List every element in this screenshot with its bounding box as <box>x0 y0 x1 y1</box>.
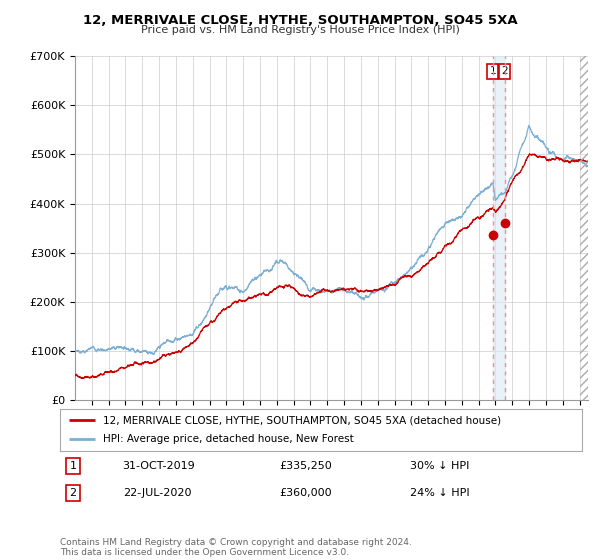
Text: 1: 1 <box>490 67 496 77</box>
Text: Contains HM Land Registry data © Crown copyright and database right 2024.
This d: Contains HM Land Registry data © Crown c… <box>60 538 412 557</box>
Text: HPI: Average price, detached house, New Forest: HPI: Average price, detached house, New … <box>103 435 353 445</box>
Text: £335,250: £335,250 <box>279 461 332 472</box>
Text: 2: 2 <box>502 67 508 77</box>
Text: 12, MERRIVALE CLOSE, HYTHE, SOUTHAMPTON, SO45 5XA (detached house): 12, MERRIVALE CLOSE, HYTHE, SOUTHAMPTON,… <box>103 415 501 425</box>
Text: 24% ↓ HPI: 24% ↓ HPI <box>410 488 469 498</box>
Text: 31-OCT-2019: 31-OCT-2019 <box>122 461 196 472</box>
Text: Price paid vs. HM Land Registry's House Price Index (HPI): Price paid vs. HM Land Registry's House … <box>140 25 460 35</box>
Bar <box>580 56 588 400</box>
Text: 30% ↓ HPI: 30% ↓ HPI <box>410 461 469 472</box>
Text: 22-JUL-2020: 22-JUL-2020 <box>122 488 191 498</box>
Text: 1: 1 <box>70 461 77 472</box>
Bar <box>493 56 505 400</box>
Text: 12, MERRIVALE CLOSE, HYTHE, SOUTHAMPTON, SO45 5XA: 12, MERRIVALE CLOSE, HYTHE, SOUTHAMPTON,… <box>83 14 517 27</box>
Text: £360,000: £360,000 <box>279 488 332 498</box>
Text: 2: 2 <box>70 488 77 498</box>
